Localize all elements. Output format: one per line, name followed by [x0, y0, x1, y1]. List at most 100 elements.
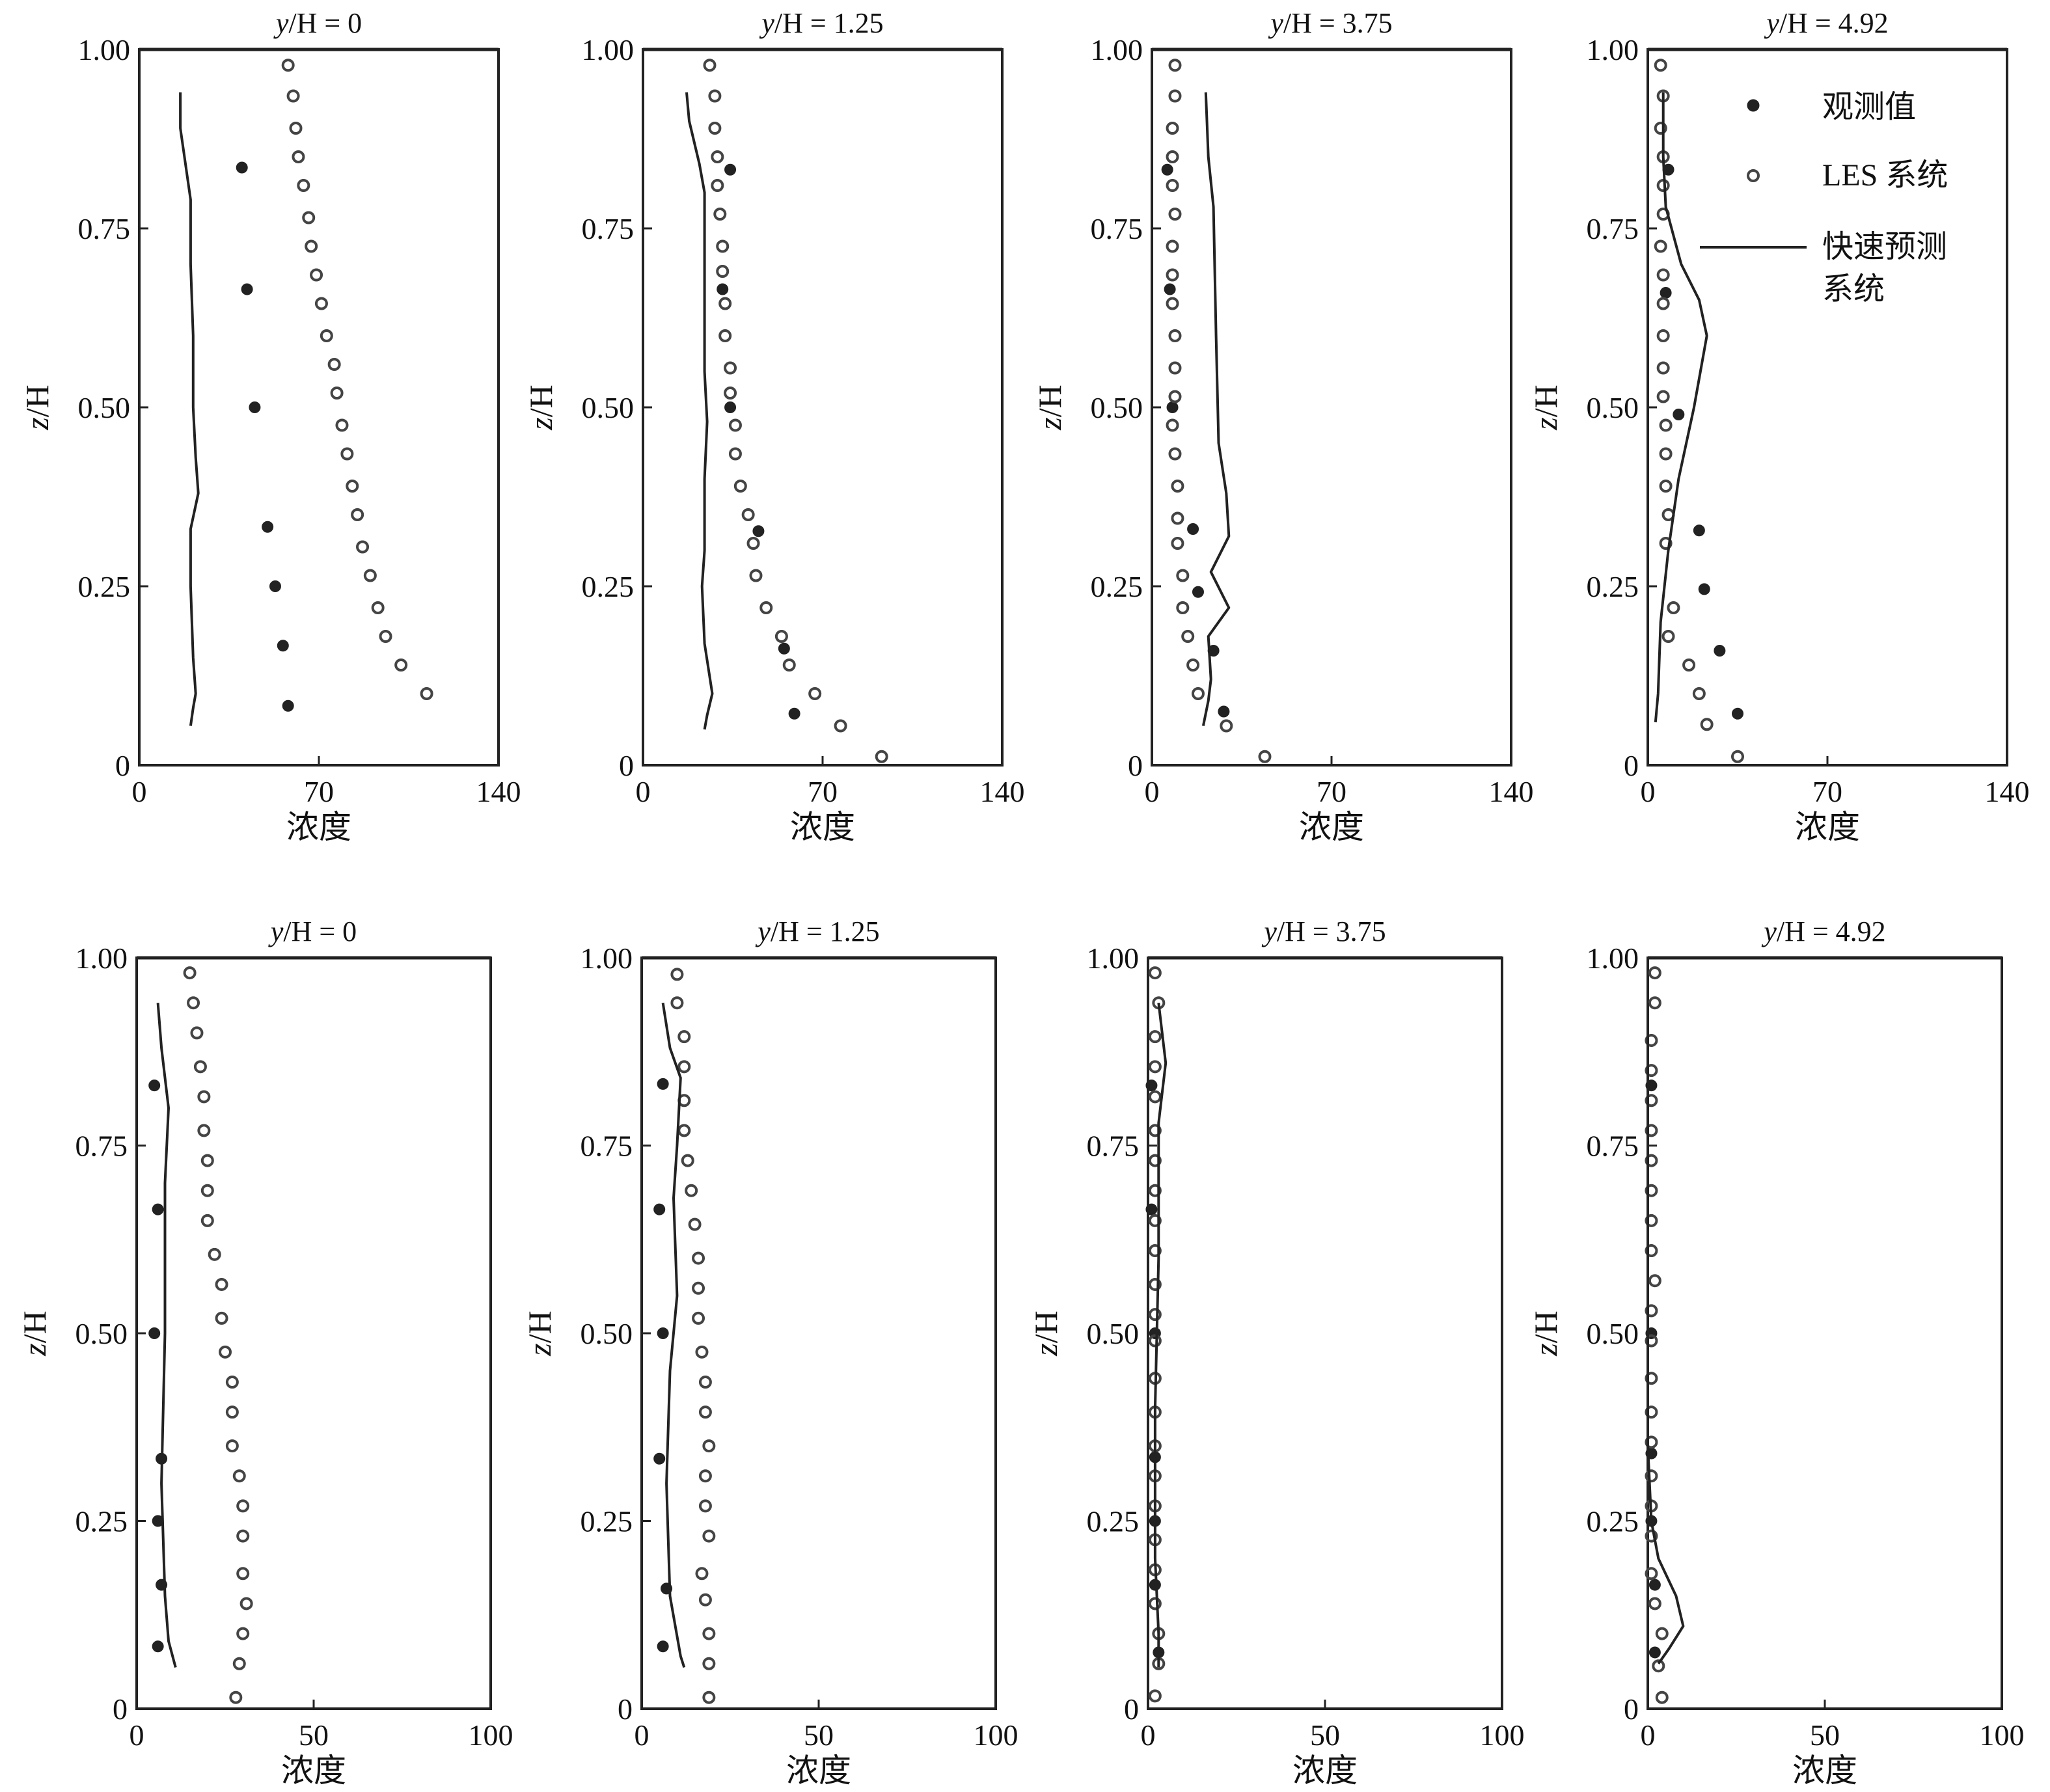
x-tick-label: 0: [636, 775, 651, 808]
observed-point: [282, 699, 294, 712]
panel-title: y/H = 4.92: [1761, 916, 1885, 947]
fast-prediction-line: [156, 1003, 177, 1668]
observed-point: [241, 283, 253, 295]
les-point: [808, 687, 822, 700]
les-point: [314, 297, 328, 310]
les-point: [711, 179, 724, 192]
y-tick-label: 1.00: [1091, 33, 1143, 66]
les-point: [1148, 1214, 1162, 1227]
y-tick-label: 0: [115, 749, 130, 782]
les-point: [297, 179, 310, 192]
les-point: [394, 658, 408, 672]
les-point: [698, 1499, 712, 1513]
x-axis-label: 浓度: [281, 1752, 346, 1789]
panel-title: y/H = 0: [268, 916, 357, 947]
les-point: [229, 1690, 243, 1704]
panel-1: y/H = 0 0 0.25 0.50 0.75 1.00 0 70 140 浓度 z/H: [19, 7, 521, 845]
les-point: [1168, 59, 1182, 72]
y-tick-label: 0.50: [581, 1317, 633, 1350]
x-tick-label: 100: [1980, 1718, 2025, 1752]
x-tick-label: 140: [1489, 775, 1534, 808]
y-tick-label: 0.75: [581, 1130, 633, 1163]
les-point: [1645, 1064, 1658, 1078]
y-tick-label: 0: [1624, 1692, 1639, 1726]
les-point: [677, 1124, 691, 1137]
les-point: [1191, 687, 1205, 700]
legend-les-marker: [1747, 169, 1760, 182]
fast-prediction-line: [661, 1002, 686, 1668]
y-tick-label: 0.25: [581, 1505, 633, 1538]
x-axis-label: 浓度: [786, 1752, 851, 1789]
observed-point: [657, 1640, 669, 1653]
x-tick-label: 50: [1810, 1718, 1840, 1752]
les-point: [1166, 122, 1179, 135]
les-point: [698, 1593, 712, 1607]
les-point: [236, 1499, 250, 1513]
les-point: [1645, 1334, 1658, 1348]
panel-title: y/H = 1.25: [755, 916, 879, 947]
les-point: [692, 1251, 705, 1265]
y-axis-label-rest: /H: [19, 385, 55, 417]
x-tick-label: 0: [1641, 1718, 1656, 1752]
panel-title-var: y: [1268, 7, 1283, 39]
les-point: [702, 1657, 716, 1670]
x-tick-label: 70: [1812, 775, 1842, 808]
plot-frame: [640, 957, 997, 1710]
legend-observed-label: 观测值: [1822, 90, 1916, 124]
les-point: [1166, 268, 1179, 282]
les-point: [200, 1154, 214, 1167]
y-tick-label: 0: [619, 749, 634, 782]
panel-title-var: y: [755, 916, 771, 947]
les-point: [695, 1567, 709, 1581]
les-point: [711, 150, 724, 163]
observed-point: [1673, 409, 1685, 420]
les-point: [1656, 297, 1670, 310]
y-axis-label-var: z: [16, 1343, 53, 1356]
les-point: [302, 211, 316, 224]
les-point: [1171, 511, 1184, 525]
y-tick-label: 0.75: [1587, 1130, 1639, 1163]
observed-point: [262, 521, 274, 533]
les-point: [1645, 1304, 1658, 1318]
les-point: [1166, 179, 1179, 192]
y-tick-label: 0.50: [78, 391, 131, 424]
les-point: [695, 1345, 709, 1359]
panel-title-rest: /H = 0: [288, 7, 362, 39]
observed-point: [1161, 163, 1173, 176]
les-point: [1700, 718, 1714, 731]
les-point: [1176, 601, 1190, 614]
y-tick-label: 0.25: [582, 570, 635, 603]
les-point: [1659, 480, 1673, 493]
les-point: [1645, 1214, 1658, 1227]
les-point: [713, 208, 727, 221]
les-point: [834, 719, 847, 733]
y-tick-label: 0.50: [1587, 1317, 1639, 1350]
panel-8: y/H = 4.92 0 0.25 0.50 0.75 1.00 0 50 100 浓度 z/H: [1527, 916, 2025, 1789]
observed-point: [1693, 524, 1705, 537]
les-point: [1645, 1244, 1658, 1258]
panel-title-var: y: [759, 7, 774, 39]
les-point: [420, 687, 433, 700]
les-point: [733, 480, 747, 493]
les-point: [363, 569, 377, 582]
y-axis-label-rest: /H: [1028, 1310, 1064, 1343]
les-point: [351, 508, 364, 521]
les-point: [340, 447, 354, 461]
panel-title-rest: /H = 0: [283, 916, 357, 947]
y-axis-label-rest: /H: [1032, 385, 1068, 417]
les-point: [677, 1030, 691, 1044]
x-axis-label: 浓度: [1795, 809, 1860, 845]
les-point: [1166, 239, 1179, 253]
observed-point: [1187, 523, 1199, 535]
panel-title-var: y: [1764, 7, 1779, 39]
les-point: [335, 418, 349, 432]
les-point: [1645, 1372, 1658, 1385]
les-point: [716, 239, 730, 253]
panel-5: y/H = 0 0 0.25 0.50 0.75 1.00 0 50 100 浓度 z/H: [16, 916, 513, 1789]
les-point: [356, 540, 370, 554]
observed-point: [724, 163, 737, 176]
y-tick-label: 0: [1128, 749, 1143, 782]
les-point: [724, 387, 737, 400]
panel-title-rest: /H = 3.75: [1283, 7, 1393, 39]
panel-title-var: y: [273, 7, 289, 39]
